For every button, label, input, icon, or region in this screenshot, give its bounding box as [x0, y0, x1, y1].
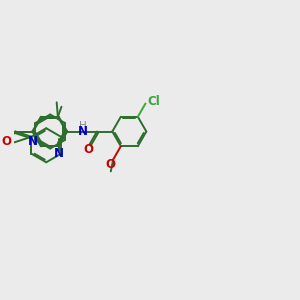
Text: Cl: Cl	[148, 94, 161, 108]
Text: O: O	[105, 158, 115, 171]
Text: N: N	[78, 125, 88, 138]
Text: H: H	[79, 121, 87, 131]
Text: N: N	[28, 134, 38, 148]
Text: O: O	[2, 134, 11, 148]
Text: N: N	[54, 147, 64, 160]
Text: O: O	[83, 142, 93, 155]
